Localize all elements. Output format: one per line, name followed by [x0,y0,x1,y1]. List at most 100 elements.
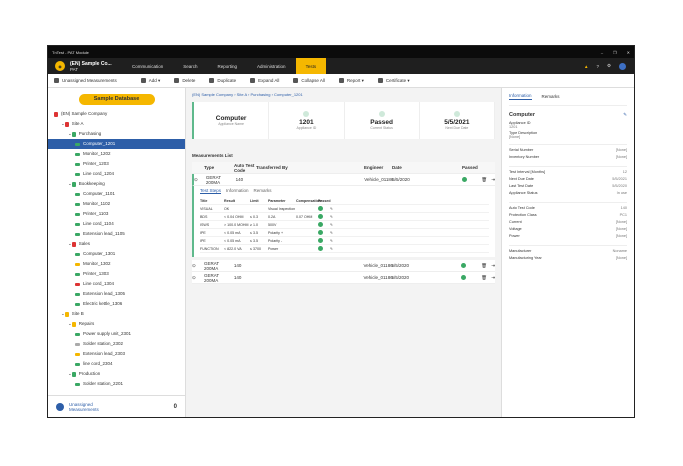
nav-tab-reporting[interactable]: Reporting [217,63,238,69]
export-icon[interactable]: ⇥ [491,176,495,182]
toolbar-button[interactable]: Certificate ▾ [377,78,410,84]
tree-item-label: Computer_1301 [83,251,116,256]
expand-icon[interactable]: ⌄ [61,121,65,126]
expand-icon[interactable]: ⌄ [68,371,72,376]
tree-item[interactable]: Printer_1103 [48,209,185,219]
column-header[interactable]: Passed [462,165,478,170]
tree-item[interactable]: ⌄ Repairs [48,319,185,329]
tree-item[interactable]: Extension lead_1305 [48,289,185,299]
minimize-icon[interactable]: – [600,49,604,55]
nav-tab-communication[interactable]: Communication [132,63,164,69]
tree-item-label: Extension lead_1105 [83,231,125,236]
breadcrumb[interactable]: (EN) Sample Company › Site A › Purchasin… [192,92,303,97]
detail-tab[interactable]: Test Steps [200,188,222,194]
maximize-icon[interactable]: ❐ [613,49,617,55]
expand-icon[interactable]: ⌄ [68,321,72,326]
field-label: Type Description [509,131,538,135]
expand-row-icon[interactable]: ⊙ [192,274,196,280]
edit-step-icon[interactable]: ✎ [330,230,334,235]
toolbar-label: Add ▾ [148,77,161,83]
edit-step-icon[interactable]: ✎ [330,214,334,219]
toolbar-button[interactable]: Unassigned Measurements [54,78,117,84]
tree-item[interactable]: Line cord_1304 [48,279,185,289]
toolbar-button[interactable]: Add ▾ [140,77,161,84]
delete-icon[interactable]: 🗑 [481,274,487,280]
toolbar-button[interactable]: Collapse All [293,78,325,84]
nav-tab-tests[interactable]: Tests [295,58,327,74]
tree-item[interactable]: Extension lead_1105 [48,229,185,239]
toolbar-button[interactable]: Expand All [250,78,279,84]
tree-item[interactable]: ⌄ Site B [48,309,185,319]
edit-step-icon[interactable]: ✎ [330,206,334,211]
table-row[interactable]: ⊙ GERAT 200MA 140 Vehicle_01186 5/5/2020 🗑 ⇥ [192,174,495,186]
toolbar-button[interactable]: Duplicate [209,78,236,84]
info-tab[interactable]: Remarks [541,94,560,99]
tree-item[interactable]: Line cord_1104 [48,219,185,229]
tree-item[interactable]: Solder station_2302 [48,339,185,349]
detail-tab[interactable]: Information [226,188,249,193]
gear-icon[interactable]: ⚙ [606,63,611,68]
tree-item[interactable]: Line cord_1204 [48,169,185,179]
nav-tab-administration[interactable]: Administration [257,63,286,69]
expand-icon[interactable]: ⌄ [68,181,72,186]
tree-item[interactable]: Printer_1203 [48,159,185,169]
avatar[interactable] [619,62,626,70]
edit-step-icon[interactable]: ✎ [330,246,334,251]
warning-icon[interactable]: ▲ [583,63,589,69]
tree-item[interactable]: Computer_1301 [48,249,185,259]
tree-item[interactable]: Electric kettle_1306 [48,299,185,309]
column-header[interactable]: Auto Test Code [234,162,255,173]
delete-icon[interactable]: 🗑 [481,176,488,182]
expand-icon[interactable]: ⌄ [61,311,65,316]
expand-row-icon[interactable]: ⊙ [194,176,198,182]
edit-icon[interactable]: ✎ [623,112,627,117]
table-row[interactable]: ⊙ GERAT 200MA 140 Vehicle_01186 5/5/2020 🗑 ⇥ [192,260,495,272]
help-icon[interactable]: ? [596,63,599,69]
main-panel: (EN) Sample Company › Site A › Purchasin… [186,88,501,417]
tree-item-label: (EN) Sample Company [61,111,108,116]
column-header[interactable]: Date [392,165,402,170]
tree-item[interactable]: Power supply unit_2301 [48,329,185,339]
tree-item-label: Production [78,371,101,376]
summary-label: Current Status [370,126,393,130]
sample-database-button[interactable]: Sample Database [78,94,155,105]
expand-icon[interactable]: ⌄ [68,241,72,246]
tree-item[interactable]: ⌄ Purchasing [48,129,185,139]
tree-item[interactable]: Computer_1101 [48,189,185,199]
info-tab[interactable]: Information [509,93,532,100]
expand-icon[interactable]: ⌄ [68,131,72,136]
column-header[interactable]: Engineer [364,165,384,170]
tree-item[interactable]: Printer_1303 [48,269,185,279]
close-icon[interactable]: ✕ [626,49,630,55]
delete-icon[interactable]: 🗑 [481,262,487,268]
tree-item[interactable]: (EN) Sample Company [48,109,185,119]
tree-item[interactable]: ⌄ Sales [48,239,185,249]
tree-item[interactable]: Computer_1201 [48,139,185,149]
company-selector[interactable]: (EN) Sample Co... PAT [70,60,112,72]
edit-step-icon[interactable]: ✎ [330,238,334,243]
column-header[interactable]: Transferred By [256,165,288,170]
tree-item[interactable]: ⌄ Bookkeeping [48,179,185,189]
info-row: Last Test Date 5/5/2020 [509,183,627,190]
column-header[interactable]: Type [204,165,215,170]
export-icon[interactable]: ⇥ [491,274,495,280]
tree-item[interactable]: ⌄ Site A [48,119,185,129]
tree-item[interactable]: Solder station_2201 [48,379,185,389]
cell-date: 5/5/2020 [391,275,410,280]
tree-item[interactable]: Extension lead_2303 [48,349,185,359]
tree-item[interactable]: ⌄ Production [48,369,185,379]
tree-item[interactable]: Monitor_1102 [48,199,185,209]
table-row[interactable]: ⊙ GERAT 200MA 140 Vehicle_01186 5/5/2020 🗑 ⇥ [192,272,495,284]
export-icon[interactable]: ⇥ [491,262,495,268]
nav-tab-search[interactable]: Search [183,63,198,69]
expand-row-icon[interactable]: ⊙ [192,262,196,268]
tree-item[interactable]: Monitor_1202 [48,149,185,159]
tree-item[interactable]: Monitor_1302 [48,259,185,269]
edit-step-icon[interactable]: ✎ [330,222,334,227]
measurements-title: Measurements List [192,153,233,158]
tree-item[interactable]: line cord_2304 [48,359,185,369]
toolbar-button[interactable]: Delete [174,78,195,84]
detail-tab[interactable]: Remarks [253,188,272,193]
toolbar-button[interactable]: Report ▾ [338,78,364,84]
unassigned-panel[interactable]: Unassigned Measurements 0 [48,395,185,417]
